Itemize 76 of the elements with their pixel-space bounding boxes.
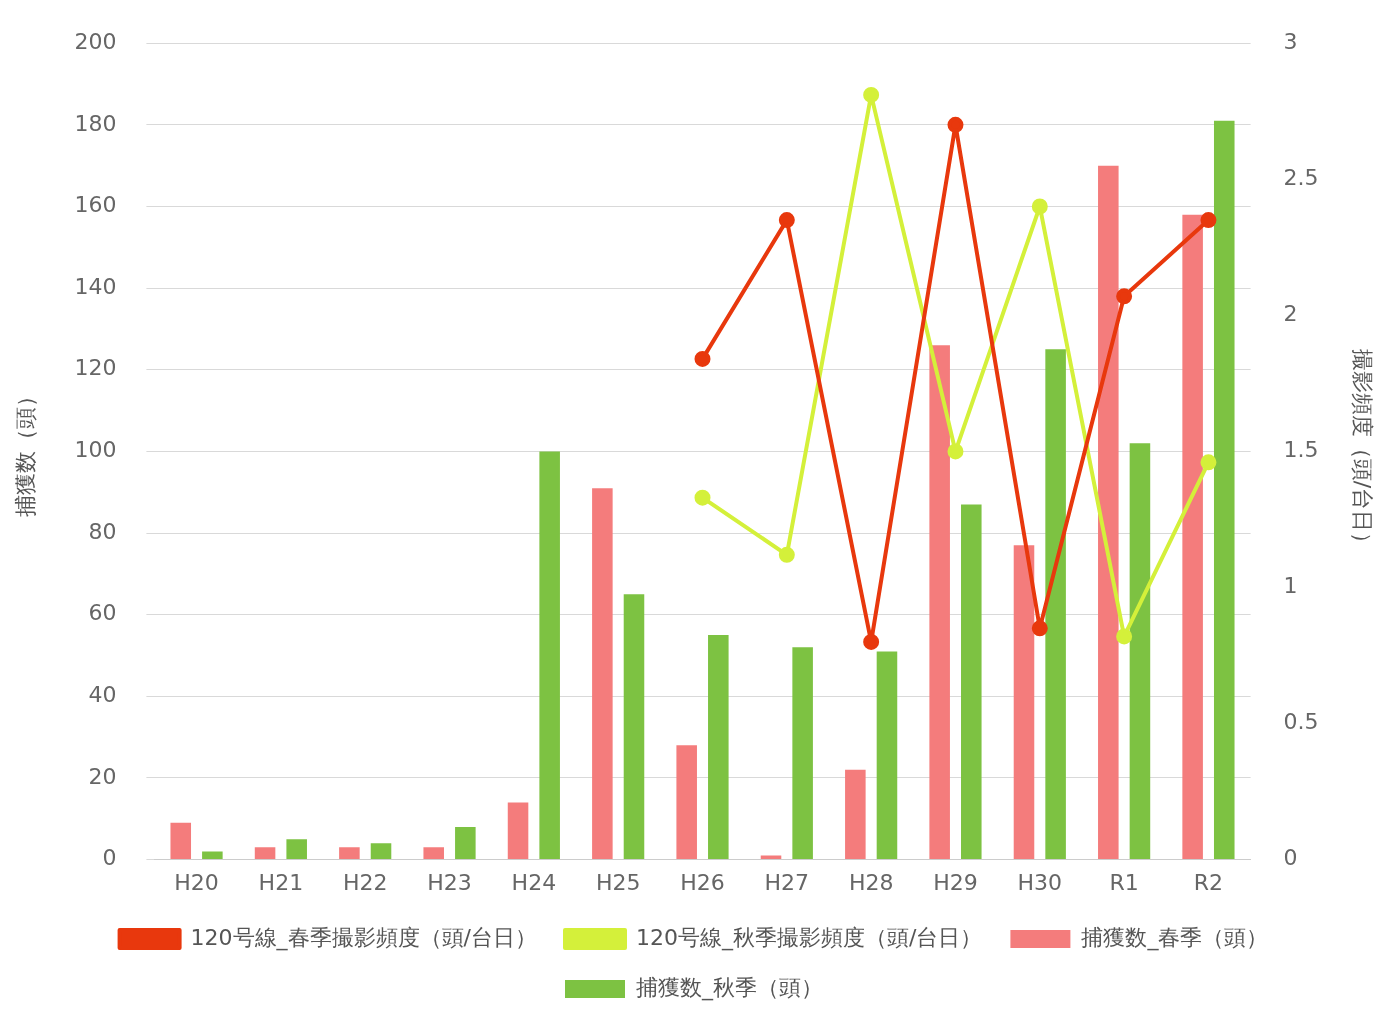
y2-tick-label: 3 xyxy=(1283,28,1298,54)
bar xyxy=(1129,443,1151,860)
x-tick-label: H28 xyxy=(848,869,894,895)
bar xyxy=(507,802,529,860)
bar xyxy=(370,843,392,860)
point xyxy=(694,350,711,367)
y2-axis-title: 撮影頻度（頭/台日） xyxy=(1350,348,1376,555)
bar xyxy=(929,345,950,860)
legend-label: 捕獲数_春季（頭） xyxy=(1081,924,1269,951)
bar xyxy=(876,651,898,860)
bar xyxy=(845,769,866,860)
point xyxy=(694,489,711,506)
bar xyxy=(708,635,729,860)
x-tick-label: H21 xyxy=(258,869,304,895)
point xyxy=(863,633,880,650)
x-tick-label: R2 xyxy=(1193,869,1224,895)
point xyxy=(1200,212,1217,229)
bar xyxy=(1182,214,1203,860)
point xyxy=(1116,628,1133,645)
x-tick-label: H27 xyxy=(764,869,810,895)
bar xyxy=(623,594,645,860)
y-tick-label: 80 xyxy=(88,518,117,544)
point xyxy=(863,86,880,103)
bar xyxy=(423,847,444,860)
bar xyxy=(1098,165,1119,860)
legend-label: 120号線_秋季撮影頻度（頭/台日） xyxy=(636,924,983,951)
y2-tick-label: 1.5 xyxy=(1283,437,1319,463)
bar xyxy=(286,839,307,860)
y2-tick-label: 0.5 xyxy=(1283,709,1319,735)
bar xyxy=(1013,545,1035,860)
point xyxy=(778,212,795,229)
bar xyxy=(455,826,476,860)
y-axis-title: 捕獲数（頭） xyxy=(12,385,38,518)
bar xyxy=(170,822,192,860)
x-tick-label: H30 xyxy=(1017,869,1063,895)
bar xyxy=(254,847,276,860)
x-tick-label: R1 xyxy=(1109,869,1139,895)
bar xyxy=(539,451,560,860)
point xyxy=(1031,620,1048,637)
x-tick-label: H29 xyxy=(933,869,978,895)
x-tick-label: H25 xyxy=(595,869,641,895)
x-tick-label: H26 xyxy=(680,869,725,895)
y-tick-label: 180 xyxy=(74,110,117,136)
point xyxy=(947,443,964,460)
bar xyxy=(792,647,813,860)
y-tick-label: 0 xyxy=(102,845,117,871)
bar xyxy=(1045,349,1066,860)
legend-label: 捕獲数_秋季（頭） xyxy=(636,974,823,1001)
point xyxy=(1031,198,1048,215)
x-tick-label: H23 xyxy=(427,869,472,895)
legend-label: 120号線_春季撮影頻度（頭/台日） xyxy=(190,924,537,951)
y-tick-label: 160 xyxy=(74,192,117,218)
y2-tick-label: 1 xyxy=(1283,573,1298,599)
bar xyxy=(1213,120,1235,860)
y-tick-label: 120 xyxy=(74,355,117,381)
bar xyxy=(202,851,223,860)
y-tick-label: 200 xyxy=(74,28,117,54)
y-tick-label: 100 xyxy=(74,437,117,463)
point xyxy=(1200,454,1217,471)
x-tick-label: H22 xyxy=(342,869,388,895)
bar xyxy=(676,745,697,860)
x-tick-label: H20 xyxy=(174,869,219,895)
y-tick-label: 60 xyxy=(88,600,117,626)
y2-tick-label: 2 xyxy=(1283,301,1298,327)
point xyxy=(947,116,964,133)
bar xyxy=(339,847,360,860)
y2-tick-label: 2.5 xyxy=(1283,164,1319,190)
bar xyxy=(961,504,982,860)
y-tick-label: 20 xyxy=(88,763,117,789)
point xyxy=(778,546,795,563)
bar xyxy=(592,488,613,860)
point xyxy=(1116,288,1133,305)
y-tick-label: 40 xyxy=(88,682,117,708)
y2-tick-label: 0 xyxy=(1283,845,1298,871)
y-tick-label: 140 xyxy=(74,273,117,299)
x-tick-label: H24 xyxy=(511,869,557,895)
